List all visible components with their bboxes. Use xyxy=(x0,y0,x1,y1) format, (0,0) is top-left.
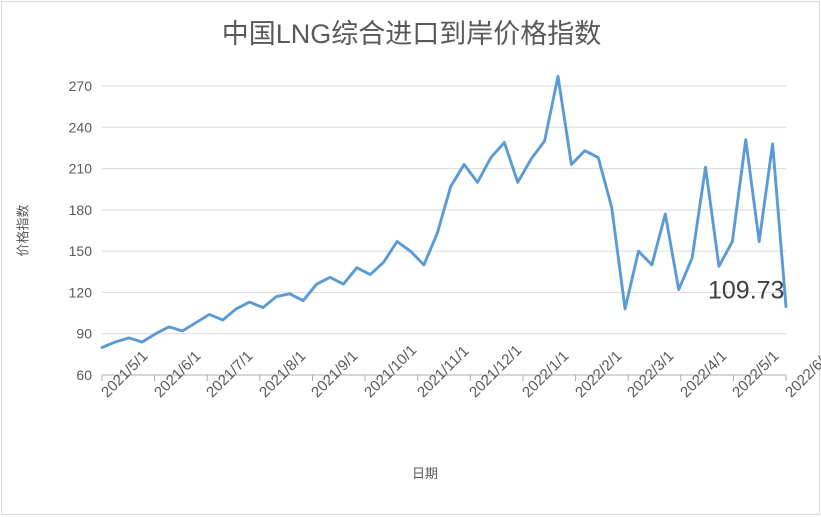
svg-text:120: 120 xyxy=(69,284,93,300)
svg-text:60: 60 xyxy=(76,367,92,383)
svg-text:180: 180 xyxy=(69,202,93,218)
svg-text:90: 90 xyxy=(76,326,92,342)
svg-text:210: 210 xyxy=(69,161,93,177)
svg-text:270: 270 xyxy=(69,78,93,94)
svg-text:150: 150 xyxy=(69,243,93,259)
svg-text:109.73: 109.73 xyxy=(708,277,784,305)
svg-text:240: 240 xyxy=(69,119,93,135)
